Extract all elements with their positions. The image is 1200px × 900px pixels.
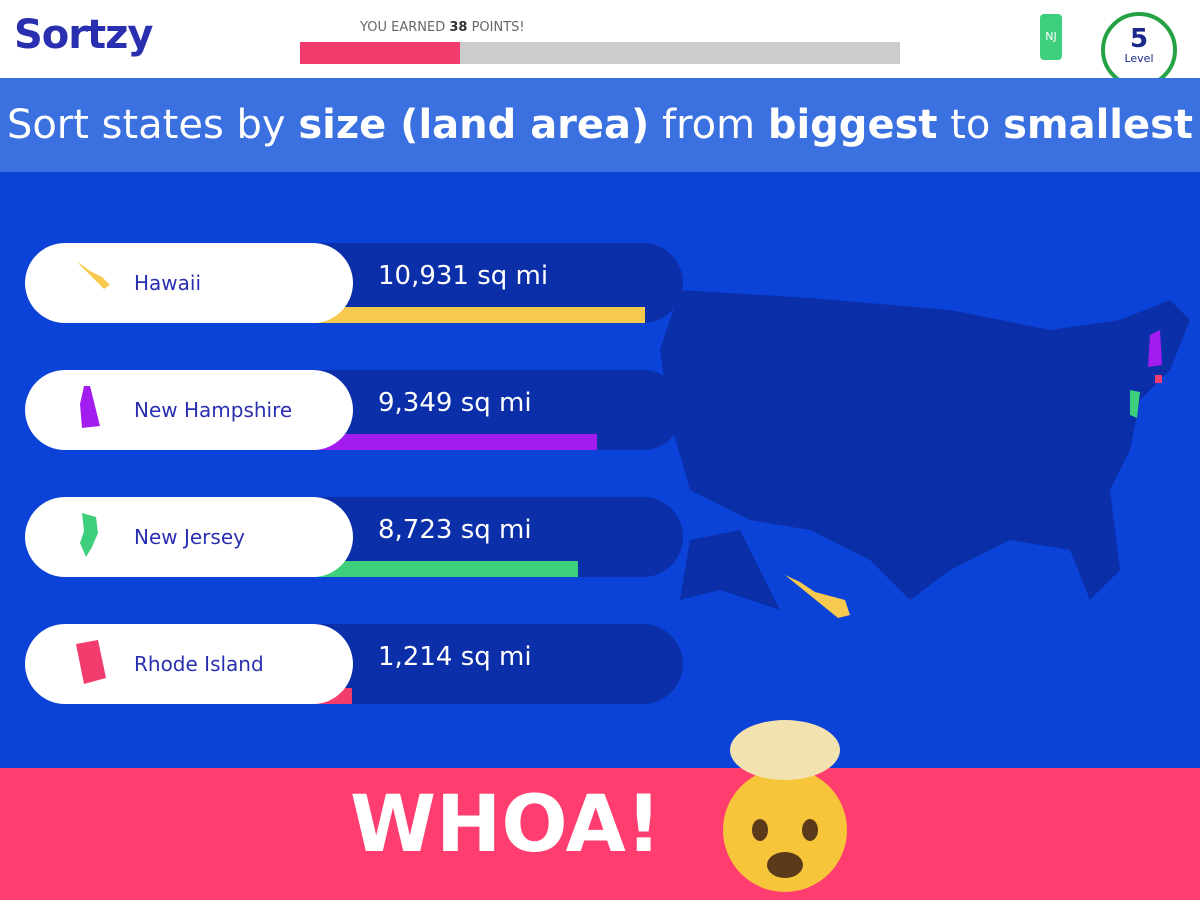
alaska bbox=[680, 530, 780, 610]
nj-marker bbox=[1130, 390, 1140, 418]
us-map bbox=[660, 290, 1190, 618]
pill bbox=[25, 370, 353, 450]
level-ring: 5 Level bbox=[1101, 12, 1177, 88]
state-shape bbox=[80, 386, 100, 428]
bar bbox=[315, 561, 579, 577]
area-label: 8,723 sq mi bbox=[378, 515, 532, 545]
level-label: Level bbox=[1124, 52, 1154, 65]
nh-marker bbox=[1148, 330, 1162, 367]
state-icon bbox=[76, 640, 106, 684]
area-label: 10,931 sq mi bbox=[378, 261, 549, 291]
progress-prefix: YOU EARNED bbox=[360, 20, 446, 35]
points: 38 bbox=[449, 20, 468, 35]
prompt-text: Sort states by bbox=[6, 102, 299, 148]
state-icon bbox=[77, 262, 110, 289]
progress-suffix: POINTS! bbox=[471, 20, 525, 35]
state-icon bbox=[80, 513, 98, 557]
area-label: 9,349 sq mi bbox=[378, 388, 532, 418]
progress-text: YOU EARNED 38 POINTS! bbox=[360, 20, 525, 35]
prompt: Sort states by size (land area) from big… bbox=[0, 78, 1200, 172]
eye bbox=[802, 819, 818, 841]
prompt-bold: biggest bbox=[767, 102, 938, 148]
state-shape bbox=[76, 640, 106, 684]
bar bbox=[315, 307, 645, 323]
hi-marker bbox=[785, 575, 850, 618]
logo[interactable]: Sortzy bbox=[14, 12, 153, 58]
bar bbox=[315, 434, 598, 450]
banner-text: WHOA! bbox=[350, 780, 662, 870]
prompt-text: from bbox=[649, 102, 768, 148]
state-badge: NJ bbox=[1040, 14, 1062, 60]
state-icon bbox=[80, 386, 100, 428]
state-shape bbox=[80, 513, 98, 557]
prompt-text: to bbox=[937, 102, 1004, 148]
mouth bbox=[767, 852, 803, 878]
eye bbox=[752, 819, 768, 841]
state-name[interactable]: Hawaii bbox=[134, 271, 202, 295]
pill bbox=[25, 497, 353, 577]
pill bbox=[25, 624, 353, 704]
top-bar bbox=[0, 0, 1200, 78]
cloud bbox=[730, 720, 840, 780]
state-name[interactable]: New Jersey bbox=[134, 525, 245, 549]
level-number: 5 bbox=[1129, 24, 1149, 54]
area-label: 1,214 sq mi bbox=[378, 642, 532, 672]
mainland bbox=[660, 290, 1190, 600]
state-name[interactable]: Rhode Island bbox=[134, 652, 264, 676]
ri-marker bbox=[1155, 375, 1162, 383]
face bbox=[723, 768, 847, 892]
pill bbox=[25, 243, 353, 323]
banner-band bbox=[0, 768, 1200, 900]
state-shape bbox=[77, 262, 110, 289]
state-name[interactable]: New Hampshire bbox=[134, 398, 293, 422]
prompt-bold: size (land area) bbox=[298, 102, 650, 148]
prompt-bold: smallest bbox=[1003, 102, 1194, 148]
progress-fill bbox=[300, 42, 460, 64]
emoji bbox=[723, 720, 847, 892]
